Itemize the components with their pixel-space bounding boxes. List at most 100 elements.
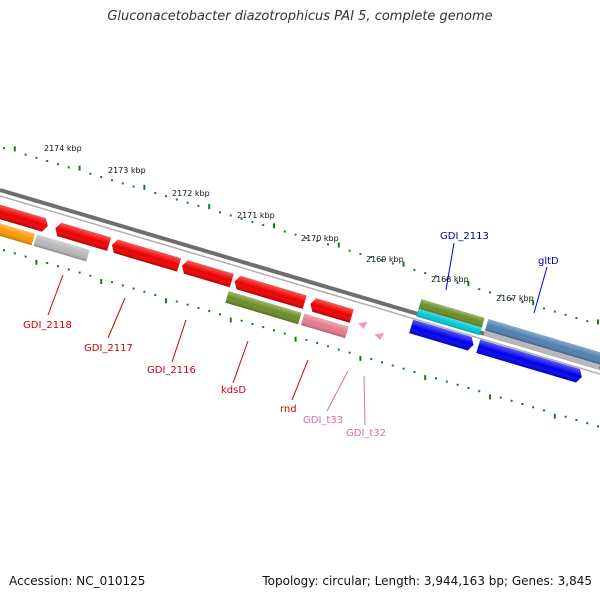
tick-minor [381, 361, 383, 364]
tick-minor [100, 176, 103, 178]
gene-feature-rnd-pink[interactable] [301, 313, 349, 339]
tick-minor [251, 220, 254, 223]
gene-feature-gltD-blue[interactable] [476, 339, 584, 384]
tick-minor [46, 262, 49, 264]
tick-minor [435, 275, 437, 278]
tick-minor [575, 317, 578, 319]
leader-GDI_t33 [326, 370, 349, 412]
tick-major [229, 317, 232, 323]
tick-minor [111, 179, 113, 182]
gene-label-GDI_2117[interactable]: GDI_2117 [84, 343, 133, 354]
tick-minor [143, 290, 146, 293]
gene-label-kdsD[interactable]: kdsD [221, 385, 246, 396]
tick-minor [413, 268, 416, 271]
tick-minor [456, 281, 459, 284]
tick-minor [154, 192, 157, 194]
gene-feature-GDI_2116-b[interactable] [180, 259, 234, 288]
tick-major [78, 165, 81, 171]
tick-major [337, 242, 340, 248]
gene-label-GDI_2118[interactable]: GDI_2118 [23, 320, 72, 331]
tick-major [532, 300, 535, 306]
tick-label-2173: 2173 kbp [108, 166, 146, 175]
gene-feature-kdsD[interactable] [225, 291, 302, 325]
gene-feature-GDI_2116[interactable] [110, 238, 182, 272]
tick-minor [67, 268, 70, 271]
tick-major [35, 259, 38, 265]
tick-minor [316, 240, 319, 243]
tick-minor [370, 256, 373, 259]
gene-label-gltD[interactable]: gltD [538, 256, 559, 267]
tick-label-2170: 2170 kbp [301, 234, 339, 243]
leader-GDI_t32 [363, 375, 366, 426]
tick-minor [445, 380, 448, 383]
gene-feature-GDI_t33[interactable] [357, 319, 368, 329]
gene-feature-gltD[interactable] [485, 319, 600, 365]
tick-major [402, 261, 405, 267]
tick-minor [359, 252, 362, 255]
tick-minor [553, 310, 556, 313]
tick-minor [510, 297, 513, 300]
leader-GDI_2113 [445, 242, 455, 291]
tick-minor [283, 230, 286, 233]
tick-minor [456, 383, 459, 386]
tick-minor [219, 313, 221, 316]
tick-minor [510, 399, 513, 402]
tick-minor [3, 249, 5, 252]
gene-feature-GDI_2113-olive[interactable] [418, 299, 485, 328]
gene-feature-GDI_t32[interactable] [373, 330, 385, 341]
tick-minor [67, 166, 70, 169]
gene-label-GDI_t32[interactable]: GDI_t32 [346, 428, 386, 439]
gene-labels: GDI_2118 GDI_2117 GDI_2116 kdsD rnd GDI_… [23, 231, 559, 439]
tick-major [553, 413, 556, 419]
tick-minor [391, 262, 394, 265]
tick-minor [294, 233, 297, 236]
tick-major [273, 223, 275, 229]
tick-minor [543, 307, 545, 310]
tick-major [424, 375, 427, 381]
tick-major [359, 355, 362, 361]
gene-feature-rnd[interactable] [308, 297, 354, 323]
tick-minor [251, 322, 254, 325]
tick-minor [165, 195, 167, 198]
tick-minor [543, 409, 545, 412]
gene-label-GDI_2113[interactable]: GDI_2113 [440, 231, 489, 242]
tick-minor [337, 348, 340, 351]
tick-minor [154, 294, 157, 296]
tick-major [489, 394, 491, 400]
gene-feature-GDI_2118-orange[interactable] [0, 217, 36, 246]
tick-minor [521, 301, 524, 303]
gene-label-rnd[interactable]: rnd [280, 404, 297, 415]
gene-feature-GDI_2118-gray[interactable] [33, 234, 90, 262]
tick-major [597, 319, 599, 325]
tick-label-2169: 2169 kbp [366, 255, 404, 264]
tick-minor [197, 204, 200, 207]
tick-minor [283, 332, 286, 335]
tick-minor [197, 306, 200, 309]
gene-feature-GDI_2118-a[interactable] [0, 200, 50, 233]
tick-label-2174: 2174 kbp [44, 144, 82, 153]
gene-feature-kdsD-red[interactable] [233, 275, 307, 309]
tick-minor [586, 422, 589, 425]
gene-feature-gltD-gray[interactable] [483, 330, 600, 370]
tick-minor [305, 338, 308, 341]
tick-minor [111, 281, 113, 284]
page-title: Gluconacetobacter diazotrophicus PAI 5, … [107, 9, 493, 24]
tick-minor [121, 284, 124, 287]
leader-kdsD [232, 340, 249, 384]
gene-label-GDI_t33[interactable]: GDI_t33 [303, 415, 343, 426]
tick-minor [89, 274, 92, 277]
tick-label-2167: 2167 kbp [496, 294, 534, 303]
tick-minor [327, 243, 329, 246]
tick-minor [478, 288, 481, 291]
tick-minor [564, 313, 567, 316]
tick-minor [57, 265, 59, 268]
gene-feature-GDI_2113-cyan[interactable] [416, 308, 482, 336]
tick-major [13, 146, 16, 152]
gene-feature-GDI_2117[interactable] [53, 222, 112, 251]
tick-minor [586, 320, 589, 323]
gene-label-GDI_2116[interactable]: GDI_2116 [147, 365, 196, 376]
gene-feature-GDI_2113[interactable] [409, 319, 475, 352]
tick-minor [381, 259, 383, 262]
tick-minor [262, 326, 265, 329]
